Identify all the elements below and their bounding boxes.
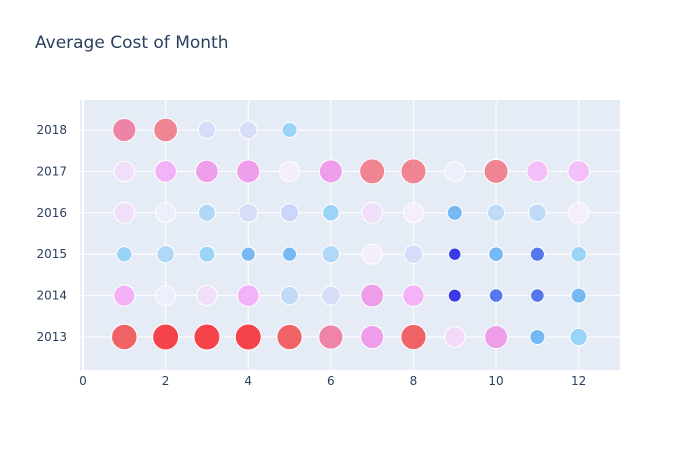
- bubble-point: [113, 201, 136, 224]
- bubble-markers: [111, 117, 590, 351]
- bubble-point: [444, 326, 466, 348]
- bubble-point: [528, 203, 547, 223]
- bubble-point: [570, 287, 587, 304]
- bubble-point: [486, 203, 506, 223]
- bubble-point: [197, 203, 216, 222]
- bubble-point: [154, 160, 177, 183]
- bubble-point: [448, 247, 462, 261]
- bubble-point: [238, 202, 259, 223]
- bubble-point: [111, 323, 138, 351]
- bubble-point: [278, 160, 301, 182]
- bubble-point: [570, 245, 587, 263]
- bubble-point: [152, 323, 180, 351]
- bubble-point: [318, 159, 343, 184]
- bubble-point: [279, 203, 300, 223]
- bubble-point: [488, 288, 504, 303]
- bubble-point: [281, 121, 298, 139]
- chart-title: Average Cost of Month: [35, 33, 229, 53]
- y-tick-label: 2013: [36, 330, 67, 344]
- y-tick-label: 2017: [36, 164, 67, 178]
- bubble-point: [360, 324, 385, 350]
- bubble-point: [236, 284, 260, 307]
- bubble-point: [156, 245, 175, 264]
- bubble-point: [361, 243, 383, 265]
- y-tick-labels: 2013 2014 2015 2016 2017 2018: [36, 123, 67, 344]
- bubble-point: [526, 160, 549, 183]
- x-tick-labels: 0 2 4 6 8 10 12: [79, 374, 586, 388]
- y-tick-label: 2016: [36, 206, 67, 220]
- x-tick-label: 12: [571, 374, 586, 388]
- bubble-point: [447, 288, 462, 303]
- bubble-point: [234, 323, 262, 351]
- bubble-point: [320, 285, 341, 306]
- bubble-point: [569, 327, 588, 347]
- bubble-point: [116, 245, 133, 263]
- bubble-point: [488, 246, 504, 262]
- bubble-point: [279, 285, 300, 306]
- bubble-point: [359, 158, 386, 185]
- x-tick-label: 10: [488, 374, 503, 388]
- bubble-point: [530, 288, 545, 303]
- bubble-point: [236, 159, 261, 184]
- bubble-point: [529, 246, 545, 262]
- bubble-point: [484, 324, 509, 350]
- bubble-point: [322, 204, 340, 222]
- bubble-point: [402, 284, 425, 307]
- bubble-point: [400, 323, 427, 351]
- x-tick-label: 6: [327, 374, 335, 388]
- bubble-point: [483, 158, 509, 184]
- bubble-point: [321, 245, 341, 264]
- bubble-point: [113, 284, 136, 307]
- bubble-point: [276, 323, 303, 351]
- bubble-point: [155, 285, 176, 306]
- bubble-point: [403, 244, 424, 265]
- y-tick-label: 2014: [36, 289, 67, 303]
- bubble-point: [446, 204, 463, 221]
- bubble-point: [360, 283, 385, 308]
- x-tick-label: 2: [162, 374, 170, 388]
- bubble-point: [403, 202, 424, 224]
- bubble-point: [318, 324, 344, 350]
- bubble-point: [113, 160, 136, 183]
- bubble-point: [361, 201, 384, 224]
- bubble-point: [400, 158, 427, 185]
- bubble-point: [567, 160, 590, 183]
- x-tick-label: 4: [244, 374, 252, 388]
- bubble-point: [240, 246, 256, 262]
- y-tick-label: 2015: [36, 247, 67, 261]
- bubble-point: [153, 117, 179, 143]
- bubble-point: [196, 285, 218, 307]
- bubble-point: [444, 161, 466, 182]
- bubble-point: [112, 117, 137, 143]
- bubble-point: [195, 159, 219, 184]
- x-tick-label: 0: [79, 374, 87, 388]
- bubble-point: [193, 323, 221, 351]
- bubble-point: [238, 120, 258, 140]
- x-tick-label: 8: [410, 374, 418, 388]
- bubble-point: [281, 246, 298, 262]
- bubble-point: [197, 120, 217, 140]
- bubble-point: [198, 245, 216, 263]
- y-tick-label: 2018: [36, 123, 67, 137]
- bubble-point: [155, 202, 176, 224]
- bubble-point: [567, 202, 590, 224]
- bubble-point: [529, 328, 546, 346]
